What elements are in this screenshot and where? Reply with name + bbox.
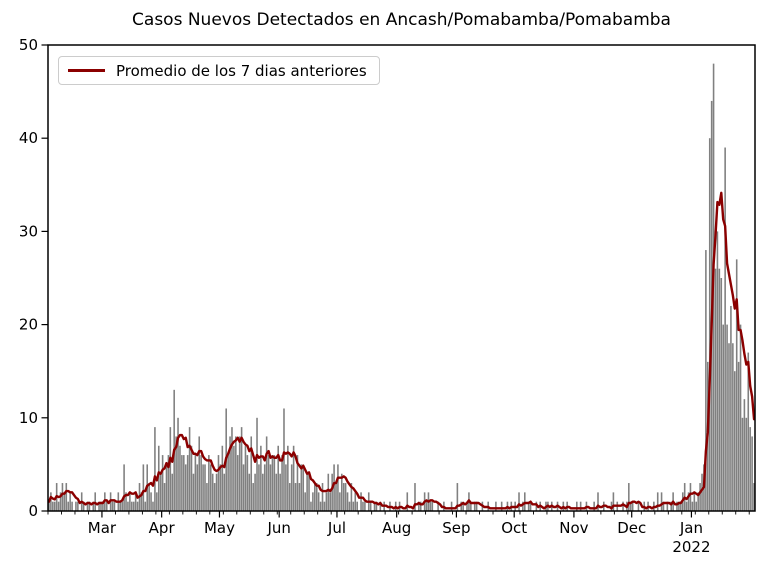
daily-cases-bars bbox=[48, 63, 755, 512]
svg-text:50: 50 bbox=[19, 36, 38, 54]
svg-text:Jun: Jun bbox=[266, 519, 290, 537]
legend-line-sample bbox=[68, 69, 105, 72]
svg-text:0: 0 bbox=[28, 502, 38, 520]
svg-text:Aug: Aug bbox=[382, 519, 411, 537]
svg-text:Jul: Jul bbox=[327, 519, 346, 537]
svg-text:Apr: Apr bbox=[149, 519, 176, 537]
y-tick-labels: 0 10 20 30 40 50 bbox=[19, 36, 38, 520]
x-year-label: 2022 bbox=[672, 538, 710, 556]
svg-text:20: 20 bbox=[19, 316, 38, 334]
axis-ticks bbox=[41, 44, 750, 518]
seven-day-average-line bbox=[47, 191, 756, 510]
svg-text:Dec: Dec bbox=[617, 519, 646, 537]
chart-title: Casos Nuevos Detectados en Ancash/Pomaba… bbox=[132, 10, 671, 30]
legend: Promedio de los 7 dias anteriores bbox=[58, 56, 380, 85]
svg-text:10: 10 bbox=[19, 409, 38, 427]
svg-text:Oct: Oct bbox=[501, 519, 527, 537]
svg-text:Nov: Nov bbox=[559, 519, 588, 537]
svg-text:30: 30 bbox=[19, 222, 38, 240]
svg-text:Jan: Jan bbox=[679, 519, 703, 537]
svg-text:Sep: Sep bbox=[442, 519, 470, 537]
svg-text:Mar: Mar bbox=[88, 519, 117, 537]
svg-text:40: 40 bbox=[19, 129, 38, 147]
legend-label: Promedio de los 7 dias anteriores bbox=[116, 61, 367, 80]
svg-text:May: May bbox=[204, 519, 235, 537]
plot-border bbox=[47, 44, 756, 512]
